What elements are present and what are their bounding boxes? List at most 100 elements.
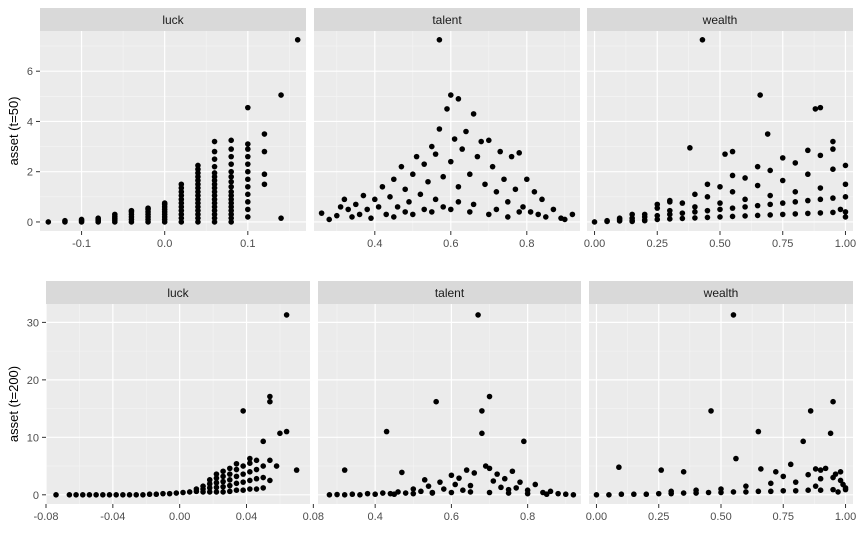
data-point [792, 189, 799, 195]
x-tick-label: 0.08 [303, 511, 324, 523]
data-point [261, 171, 268, 178]
data-point [383, 428, 390, 435]
data-point [591, 219, 598, 225]
data-point [326, 216, 333, 223]
data-point [792, 479, 799, 485]
data-point [372, 491, 378, 498]
data-point [539, 196, 545, 203]
data-point [631, 491, 637, 498]
data-point [616, 464, 622, 471]
y-tick-label: 6 [27, 66, 33, 78]
x-tick-label: 0.25 [648, 511, 669, 523]
data-point [482, 181, 488, 188]
facet-strip-label: luck [162, 13, 184, 27]
data-point [842, 194, 849, 200]
data-point [293, 467, 300, 473]
y-tick-label: 30 [27, 317, 39, 329]
data-point [364, 206, 371, 213]
data-point [792, 160, 799, 166]
facet-panel-talent: talent 0.4 0.6 0.8 [318, 281, 581, 523]
data-point [448, 472, 455, 479]
data-point [618, 491, 625, 498]
data-point [418, 488, 424, 495]
data-point [349, 491, 356, 498]
data-point [730, 312, 737, 318]
data-point [708, 408, 714, 414]
data-point [228, 183, 234, 190]
data-point [733, 455, 739, 462]
data-point [501, 475, 508, 482]
data-point [687, 145, 693, 151]
data-point [754, 212, 761, 219]
data-point [153, 491, 160, 498]
data-point [555, 490, 561, 497]
data-point [817, 104, 824, 111]
data-point [531, 189, 538, 195]
panel-background [46, 304, 310, 504]
data-point [827, 430, 834, 437]
data-point [817, 475, 824, 482]
data-point [318, 210, 325, 216]
data-point [383, 211, 390, 218]
data-point [186, 489, 193, 495]
data-point [629, 211, 635, 218]
data-point [679, 200, 686, 206]
data-point [569, 211, 576, 218]
data-point [680, 469, 687, 475]
data-point [679, 210, 686, 216]
data-point [326, 492, 333, 498]
data-point [493, 206, 500, 213]
data-point [440, 486, 447, 492]
data-point [261, 131, 268, 137]
data-point [817, 185, 824, 191]
facet-strip-label: talent [432, 13, 462, 27]
data-point [817, 152, 824, 159]
data-point [245, 161, 251, 167]
y-tick-label: 20 [27, 375, 39, 387]
data-point [448, 206, 454, 213]
data-point [100, 492, 106, 498]
data-point [812, 483, 819, 489]
data-point [444, 106, 450, 112]
data-point [267, 477, 273, 484]
data-point [228, 146, 234, 152]
data-point [742, 196, 748, 203]
data-point [780, 473, 787, 480]
data-point [792, 487, 799, 494]
data-point [372, 196, 378, 203]
data-point [509, 468, 516, 475]
data-point [817, 487, 824, 494]
data-point [245, 141, 251, 147]
data-point [260, 463, 267, 469]
data-point [543, 214, 549, 220]
data-point [467, 171, 473, 178]
data-point [812, 466, 819, 472]
data-point [79, 492, 86, 498]
data-point [228, 168, 234, 175]
data-point [629, 218, 635, 225]
data-point [729, 189, 736, 195]
data-point [479, 408, 485, 414]
data-point [641, 217, 648, 224]
data-point [95, 215, 101, 221]
data-point [334, 212, 340, 219]
data-point [547, 488, 554, 495]
panel-background [40, 31, 306, 231]
data-point [743, 483, 749, 489]
data-point [126, 492, 133, 498]
x-tick-label: 0.00 [584, 238, 605, 250]
data-point [505, 490, 512, 496]
data-point [456, 475, 462, 481]
data-point [267, 393, 273, 400]
data-point [755, 488, 762, 495]
data-point [226, 482, 233, 489]
data-point [273, 463, 280, 469]
data-point [240, 408, 246, 414]
data-point [391, 176, 397, 183]
data-point [467, 482, 474, 489]
data-point [220, 483, 226, 490]
data-point [211, 148, 218, 155]
data-point [173, 490, 180, 496]
data-point [524, 176, 530, 183]
data-point [830, 138, 836, 145]
